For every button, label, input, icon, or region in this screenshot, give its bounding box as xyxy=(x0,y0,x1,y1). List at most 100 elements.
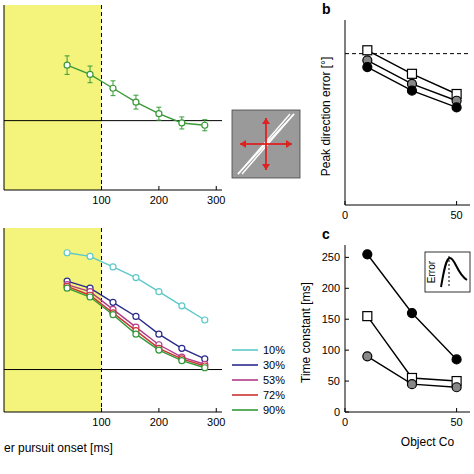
reference-vline xyxy=(101,228,102,412)
x-axis xyxy=(4,190,222,191)
y-tick xyxy=(345,257,349,258)
data-point xyxy=(407,380,416,389)
error-cap xyxy=(65,55,70,56)
data-point xyxy=(110,85,116,91)
stimulus-diagram xyxy=(232,110,300,178)
stimulus-background xyxy=(232,110,300,178)
error-cap xyxy=(156,107,161,108)
panel-label: c xyxy=(322,226,330,242)
error-cap xyxy=(133,109,138,110)
x-tick-label: 50 xyxy=(450,209,462,221)
legend-swatch xyxy=(232,394,258,396)
data-point xyxy=(363,63,372,72)
error-cap xyxy=(202,119,207,120)
y-tick xyxy=(345,319,349,320)
x-tick xyxy=(456,201,457,205)
series-line xyxy=(67,281,205,359)
legend-label: 72% xyxy=(263,389,285,401)
series-line xyxy=(367,316,456,381)
y-axis-title: Time constant [ms] xyxy=(299,282,313,383)
legend-swatch xyxy=(232,364,258,366)
y-tick xyxy=(345,412,349,413)
arrow-head xyxy=(262,164,270,170)
data-point xyxy=(156,111,162,117)
y-tick xyxy=(345,288,349,289)
data-point xyxy=(407,69,416,78)
series-line xyxy=(67,286,205,366)
y-axis xyxy=(345,245,346,412)
legend-label: 53% xyxy=(263,374,285,386)
data-point xyxy=(179,345,185,351)
data-point xyxy=(407,86,416,95)
error-cap xyxy=(111,95,116,96)
inset-label: Error xyxy=(426,260,437,283)
series-line xyxy=(367,60,456,100)
inset-marker xyxy=(449,256,450,288)
stimulus-line xyxy=(238,114,294,174)
arrow-head xyxy=(262,118,270,124)
legend-label: 10% xyxy=(263,344,285,356)
data-point xyxy=(64,62,70,68)
shaded-interval xyxy=(4,228,102,412)
x-tick xyxy=(101,408,102,412)
reference-hline xyxy=(4,120,222,121)
plot-area xyxy=(4,5,222,190)
error-cap xyxy=(88,82,93,83)
legend: 10%30%53%72%90% xyxy=(232,344,285,416)
error-cap xyxy=(156,120,161,121)
data-point xyxy=(202,122,208,128)
x-tick-label: 300 xyxy=(207,416,225,428)
y-tick-label: 0 xyxy=(334,406,340,418)
data-point xyxy=(110,264,116,270)
data-point xyxy=(87,253,93,259)
y-tick-label: 250 xyxy=(322,251,340,263)
data-point xyxy=(64,285,70,291)
data-point xyxy=(452,103,461,112)
series-line xyxy=(67,253,205,320)
y-tick-label: 100 xyxy=(322,344,340,356)
data-point xyxy=(452,355,461,364)
data-point xyxy=(133,99,139,105)
error-cap xyxy=(111,80,116,81)
data-point xyxy=(452,383,461,392)
error-cap xyxy=(179,128,184,129)
data-point xyxy=(407,309,416,318)
y-tick xyxy=(345,350,349,351)
x-tick-label: 100 xyxy=(92,194,110,206)
y-tick xyxy=(345,381,349,382)
x-tick xyxy=(158,408,159,412)
y-axis xyxy=(345,20,346,205)
data-point xyxy=(179,358,185,364)
legend-swatch xyxy=(232,349,258,351)
series-line xyxy=(67,285,205,365)
inset: Error xyxy=(425,252,470,292)
data-point xyxy=(202,317,208,323)
data-point xyxy=(87,71,93,77)
error-cap xyxy=(179,116,184,117)
y-tick-label: 50 xyxy=(328,375,340,387)
data-point xyxy=(133,331,139,337)
error-cap xyxy=(65,74,70,75)
x-tick xyxy=(345,201,346,205)
y-tick-label: 150 xyxy=(322,313,340,325)
arrow-head xyxy=(240,140,246,148)
series-line xyxy=(367,67,456,107)
data-point xyxy=(156,347,162,353)
x-tick xyxy=(158,186,159,190)
error-cap xyxy=(133,95,138,96)
x-axis xyxy=(345,412,470,413)
reference-vline xyxy=(101,5,102,190)
inset-curve xyxy=(441,258,467,287)
figure: 100200300100200300er pursuit onset [ms]1… xyxy=(0,0,474,474)
data-point xyxy=(363,312,372,321)
x-tick-label: 0 xyxy=(342,209,348,221)
x-tick xyxy=(456,408,457,412)
legend-label: 30% xyxy=(263,359,285,371)
error-cap xyxy=(88,66,93,67)
y-axis-title: Peak direction error [°] xyxy=(319,57,333,177)
data-point xyxy=(64,250,70,256)
data-point xyxy=(363,352,372,361)
x-tick-label: 100 xyxy=(92,416,110,428)
data-point xyxy=(202,365,208,371)
plot-area xyxy=(4,228,222,412)
